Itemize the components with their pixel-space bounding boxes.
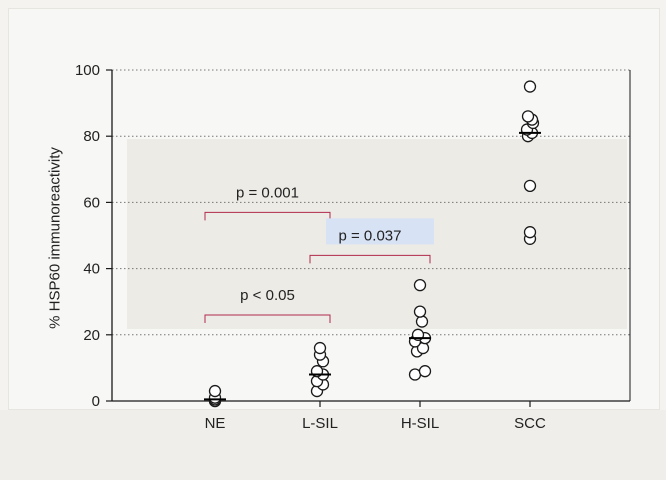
data-point xyxy=(210,386,221,397)
significance-brackets: p = 0.001 p = 0.037 p < 0.05 xyxy=(205,184,434,323)
median-lines xyxy=(204,133,541,399)
data-point xyxy=(415,280,426,291)
y-tick-label: 80 xyxy=(83,128,100,145)
x-categories: NE L-SIL H-SIL SCC xyxy=(205,401,546,432)
bracket-line xyxy=(205,212,330,220)
data-point xyxy=(315,343,326,354)
grid-lines xyxy=(112,70,630,335)
x-tick-label: L-SIL xyxy=(302,415,338,432)
data-point xyxy=(417,316,428,327)
data-point xyxy=(420,366,431,377)
x-tick-label: SCC xyxy=(514,415,546,432)
bracket-label: p = 0.037 xyxy=(339,227,402,244)
bracket-label: p = 0.001 xyxy=(236,184,299,201)
bracket-line xyxy=(310,255,430,263)
bracket-label: p < 0.05 xyxy=(240,287,295,304)
y-tick-label: 20 xyxy=(83,327,100,344)
y-tick-label: 0 xyxy=(92,393,100,410)
bracket-line xyxy=(205,315,330,323)
data-point xyxy=(410,369,421,380)
data-point xyxy=(523,111,534,122)
data-point xyxy=(415,306,426,317)
x-tick-label: NE xyxy=(205,415,226,432)
y-tick-label: 100 xyxy=(75,62,100,79)
y-tick-label: 40 xyxy=(83,261,100,278)
data-point xyxy=(525,227,536,238)
data-point xyxy=(525,81,536,92)
data-point xyxy=(525,180,536,191)
y-ticks: 0 20 40 60 80 100 xyxy=(75,62,112,410)
y-tick-label: 60 xyxy=(83,194,100,211)
x-tick-label: H-SIL xyxy=(401,415,439,432)
